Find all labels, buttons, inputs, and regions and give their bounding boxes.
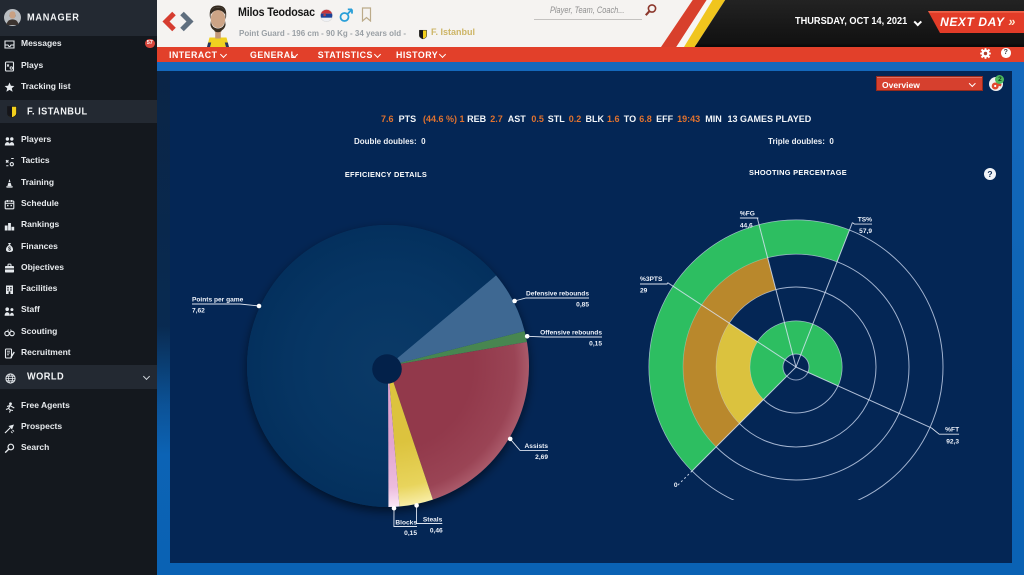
svg-text:7,62: 7,62 [192,308,205,315]
svg-text:Offensive rebounds: Offensive rebounds [540,330,602,337]
svg-text:0: 0 [674,482,678,489]
svg-text:92,3: 92,3 [946,439,959,446]
svg-text:%3PTS: %3PTS [640,276,663,283]
svg-text:57,9: 57,9 [859,228,872,235]
svg-text:$: $ [8,246,11,252]
svg-text:Blocks: Blocks [395,520,417,527]
svg-text:Points per game: Points per game [192,297,244,304]
svg-text:Defensive rebounds: Defensive rebounds [526,291,589,298]
svg-text:Steals: Steals [423,517,443,524]
svg-text:44,6: 44,6 [740,223,753,230]
svg-text:0,15: 0,15 [404,530,417,537]
svg-text:%FT: %FT [945,427,959,434]
svg-text:%FG: %FG [740,211,755,218]
svg-text:0,85: 0,85 [576,302,589,309]
svg-text:TS%: TS% [858,217,872,224]
svg-text:29: 29 [640,288,648,295]
svg-text:0,15: 0,15 [589,341,602,348]
svg-text:Assists: Assists [525,443,549,450]
svg-text:0,46: 0,46 [430,528,443,535]
svg-text:2,69: 2,69 [535,454,548,461]
